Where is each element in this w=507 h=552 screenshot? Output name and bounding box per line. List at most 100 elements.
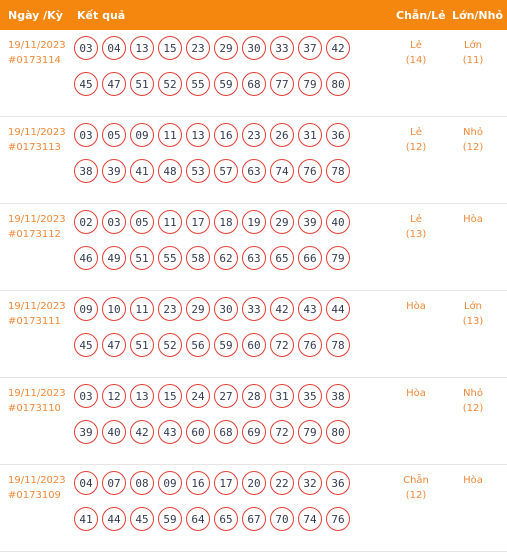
number-ball: 78: [326, 333, 350, 357]
big-small-count: (11): [462, 55, 484, 66]
number-ball: 72: [270, 420, 294, 444]
number-ball: 51: [130, 72, 154, 96]
number-ball: 09: [130, 123, 154, 147]
ball-line: 45 47 51 52 55 59 68 77 79 80: [74, 72, 374, 97]
number-ball: 22: [270, 471, 294, 495]
header-date-period: Ngày /Kỳ: [8, 9, 63, 22]
number-ball: 74: [270, 159, 294, 183]
number-ball: 40: [326, 210, 350, 234]
number-ball: 80: [326, 72, 350, 96]
number-ball: 20: [242, 471, 266, 495]
number-ball: 60: [186, 420, 210, 444]
even-odd-cell: Lẻ (14): [391, 38, 441, 68]
ball-line: 03 12 13 15 24 27 28 31 35 38: [74, 384, 374, 409]
ball-line: 03 05 09 11 13 16 23 26 31 36: [74, 123, 374, 148]
number-ball: 79: [298, 420, 322, 444]
number-ball: 07: [102, 471, 126, 495]
ball-line: 39 40 42 43 60 68 69 72 79 80: [74, 420, 374, 445]
big-small-result: Lớn: [463, 301, 483, 312]
draw-period: #0173112: [8, 229, 61, 240]
number-ball: 46: [74, 246, 98, 270]
number-ball: 43: [298, 297, 322, 321]
number-ball: 03: [74, 123, 98, 147]
number-ball: 39: [74, 420, 98, 444]
number-ball: 56: [186, 333, 210, 357]
number-ball: 63: [242, 246, 266, 270]
number-ball: 78: [326, 159, 350, 183]
number-ball: 58: [186, 246, 210, 270]
header-even-odd: Chẵn/Lẻ: [396, 9, 446, 22]
big-small-result: Nhỏ: [463, 127, 483, 138]
number-ball: 10: [102, 297, 126, 321]
even-odd-result: Hòa: [406, 388, 426, 399]
number-ball: 65: [270, 246, 294, 270]
number-ball: 03: [74, 36, 98, 60]
even-odd-result: Chẵn: [403, 475, 429, 486]
draw-date: 19/11/2023: [8, 388, 66, 399]
draw-period: #0173114: [8, 55, 61, 66]
date-period-cell: 19/11/2023 #0173110: [8, 386, 66, 416]
number-ball: 63: [242, 159, 266, 183]
number-ball: 11: [130, 297, 154, 321]
number-ball: 52: [158, 333, 182, 357]
number-ball: 13: [186, 123, 210, 147]
number-ball: 03: [74, 384, 98, 408]
number-ball: 59: [158, 507, 182, 531]
even-odd-count: (12): [405, 490, 427, 501]
big-small-result: Hòa: [463, 475, 483, 486]
number-ball: 29: [270, 210, 294, 234]
draw-date: 19/11/2023: [8, 127, 66, 138]
number-ball: 80: [326, 420, 350, 444]
big-small-result: Hòa: [463, 214, 483, 225]
big-small-cell: Lớn (13): [448, 299, 498, 329]
ball-line: 02 03 05 11 17 18 19 29 39 40: [74, 210, 374, 235]
number-ball: 31: [298, 123, 322, 147]
number-ball: 62: [214, 246, 238, 270]
number-ball: 33: [270, 36, 294, 60]
even-odd-result: Lẻ: [410, 214, 422, 225]
even-odd-result: Lẻ: [410, 127, 422, 138]
number-ball: 52: [158, 72, 182, 96]
big-small-result: Lớn: [463, 40, 483, 51]
number-ball: 04: [102, 36, 126, 60]
number-ball: 30: [242, 36, 266, 60]
header-big-small: Lớn/Nhỏ: [452, 9, 504, 22]
result-balls: 09 10 11 23 29 30 33 42 43 44 45 47 51 52 56 59 60 72 76 78: [74, 297, 374, 369]
number-ball: 11: [158, 123, 182, 147]
even-odd-cell: Lẻ (12): [391, 125, 441, 155]
number-ball: 35: [298, 384, 322, 408]
number-ball: 38: [326, 384, 350, 408]
number-ball: 30: [214, 297, 238, 321]
table-header: Ngày /Kỳ Kết quả Chẵn/Lẻ Lớn/Nhỏ: [0, 0, 507, 30]
draw-period: #0173111: [8, 316, 61, 327]
number-ball: 41: [74, 507, 98, 531]
number-ball: 76: [326, 507, 350, 531]
draw-period: #0173109: [8, 490, 61, 501]
number-ball: 43: [158, 420, 182, 444]
number-ball: 15: [158, 36, 182, 60]
number-ball: 51: [130, 246, 154, 270]
number-ball: 79: [326, 246, 350, 270]
number-ball: 17: [214, 471, 238, 495]
table-row: 19/11/2023 #0173111 09 10 11 23 29 30 33 42 43 44 45…: [0, 291, 507, 378]
number-ball: 16: [214, 123, 238, 147]
number-ball: 42: [270, 297, 294, 321]
number-ball: 49: [102, 246, 126, 270]
table-row: 19/11/2023 #0173113 03 05 09 11 13 16 23 26 31 36 38…: [0, 117, 507, 204]
number-ball: 64: [186, 507, 210, 531]
number-ball: 39: [102, 159, 126, 183]
number-ball: 40: [102, 420, 126, 444]
date-period-cell: 19/11/2023 #0173111: [8, 299, 66, 329]
number-ball: 31: [270, 384, 294, 408]
number-ball: 67: [242, 507, 266, 531]
ball-line: 03 04 13 15 23 29 30 33 37 42: [74, 36, 374, 61]
number-ball: 05: [102, 123, 126, 147]
even-odd-cell: Lẻ (13): [391, 212, 441, 242]
number-ball: 76: [298, 159, 322, 183]
table-row: 19/11/2023 #0173109 04 07 08 09 16 17 20 22 32 36 41…: [0, 465, 507, 552]
result-balls: 03 05 09 11 13 16 23 26 31 36 38 39 41 48 53 57 63 74 76 78: [74, 123, 374, 195]
number-ball: 36: [326, 471, 350, 495]
number-ball: 72: [270, 333, 294, 357]
big-small-cell: Hòa: [448, 473, 498, 488]
draw-date: 19/11/2023: [8, 40, 66, 51]
